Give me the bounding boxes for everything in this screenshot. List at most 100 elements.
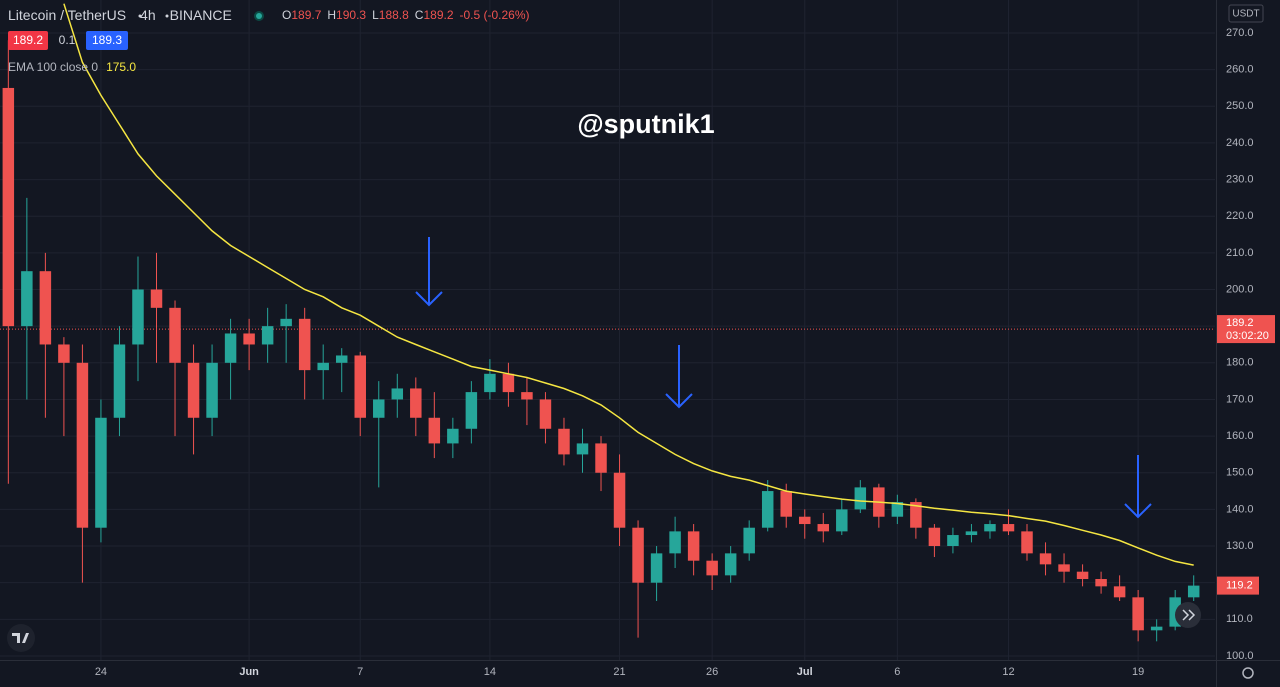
candle-body (261, 326, 274, 345)
grid (0, 0, 1215, 660)
candle-body (947, 535, 959, 547)
candle-body (817, 524, 830, 532)
candle-body (335, 355, 348, 363)
ohlc-key: O (282, 8, 291, 22)
y-tick-label: 220.0 (1226, 210, 1254, 222)
arrow (415, 237, 443, 307)
candle-body (1039, 553, 1052, 565)
last-price-value: 119.2 (1226, 580, 1253, 592)
candle-body (1169, 597, 1181, 627)
plot (0, 3, 1215, 642)
price-tag-countdown: 03:02:20 (1226, 330, 1269, 342)
logo[interactable] (7, 624, 35, 652)
candle-body (373, 399, 385, 418)
y-tick-label: 260.0 (1226, 64, 1254, 76)
candle-body (169, 307, 181, 363)
header: Litecoin / TetherUS 4h BINANCE (8, 7, 232, 23)
settings[interactable] (1242, 667, 1254, 679)
candle-body (1021, 531, 1033, 554)
last-price-tag (1217, 576, 1259, 595)
candle-body (58, 344, 70, 363)
candle-body (206, 362, 218, 418)
candle-body (558, 428, 570, 455)
price-tag-value: 189.2 (1226, 317, 1254, 329)
scroll-to-latest[interactable] (1175, 602, 1201, 628)
candle-body (243, 333, 255, 345)
indicator-name: EMA 100 close 0 (8, 60, 98, 74)
y-tick-label: 210.0 (1226, 247, 1254, 259)
candle-body (650, 553, 663, 583)
candle-body (391, 388, 404, 400)
y-tick-label: 100.0 (1226, 650, 1254, 662)
candle-body (484, 373, 496, 393)
candle-body (21, 271, 33, 327)
arrow (665, 345, 693, 409)
interval: 4h (140, 7, 156, 23)
arrow (1124, 455, 1152, 519)
status-dot (256, 13, 262, 19)
candle-body (447, 428, 459, 444)
indicator-legend: EMA 100 close 0 175.0 (8, 60, 136, 74)
candle-body (187, 362, 200, 418)
x-tick-label: Jul (797, 666, 813, 678)
candle-body (1095, 579, 1107, 587)
candle-body (2, 87, 15, 327)
x-tick-label: 26 (706, 666, 718, 678)
x-tick-label: 7 (357, 666, 363, 678)
candle-body (428, 417, 441, 444)
candle-body (113, 344, 126, 418)
y-tick-label: 230.0 (1226, 173, 1254, 185)
y-tick-label: 200.0 (1226, 283, 1254, 295)
separator (165, 14, 169, 18)
y-tick-label: 170.0 (1226, 393, 1254, 405)
x-tick-label: 14 (484, 666, 496, 678)
bid-badge[interactable] (8, 31, 48, 50)
candle-body (224, 333, 237, 363)
candle-body (984, 524, 996, 532)
x-tick-label: 6 (894, 666, 900, 678)
x-tick-label: 12 (1002, 666, 1014, 678)
candle-body (1132, 597, 1144, 631)
ohlc-value: 189.7 (291, 8, 321, 22)
candle-body (854, 487, 867, 510)
currency-box[interactable] (1228, 4, 1264, 23)
ask-badge[interactable] (86, 31, 128, 50)
ohlc-value: 188.8 (379, 8, 409, 22)
candle-body (1002, 524, 1015, 532)
candle-body (465, 392, 478, 429)
candle-body (298, 318, 311, 371)
symbol: Litecoin / TetherUS (8, 7, 126, 23)
indicator-value: 175.0 (106, 60, 136, 74)
candle-body (1187, 585, 1200, 598)
candle-body (502, 373, 515, 393)
exchange: BINANCE (170, 7, 232, 23)
y-tick-label: 130.0 (1226, 540, 1254, 552)
candle-body (317, 362, 329, 371)
candle-body (1058, 564, 1070, 572)
x-tick-label: 21 (613, 666, 625, 678)
candle-body (1076, 571, 1089, 580)
y-tick-label: 250.0 (1226, 100, 1254, 112)
x-tick-label: Jun (239, 666, 259, 678)
candle-body (76, 362, 89, 528)
candle-body (132, 289, 144, 345)
ohlc-key: H (327, 8, 336, 22)
candle-body (576, 443, 589, 455)
candle-body (724, 553, 737, 576)
ohlc-key: L (372, 8, 379, 22)
y-tick-label: 110.0 (1226, 613, 1253, 625)
ask: 189.3 (92, 33, 122, 47)
y-tick-label: 180.0 (1226, 357, 1254, 369)
candle-body (965, 531, 978, 536)
candle-body (910, 502, 922, 528)
candle-body (150, 289, 163, 308)
x-tick-label: 19 (1132, 666, 1144, 678)
y-tick-label: 140.0 (1226, 503, 1254, 515)
ema-line (63, 3, 1194, 566)
y-tick-label: 160.0 (1226, 430, 1254, 442)
ohlc-key: C (415, 8, 424, 22)
candle-body (410, 388, 422, 418)
